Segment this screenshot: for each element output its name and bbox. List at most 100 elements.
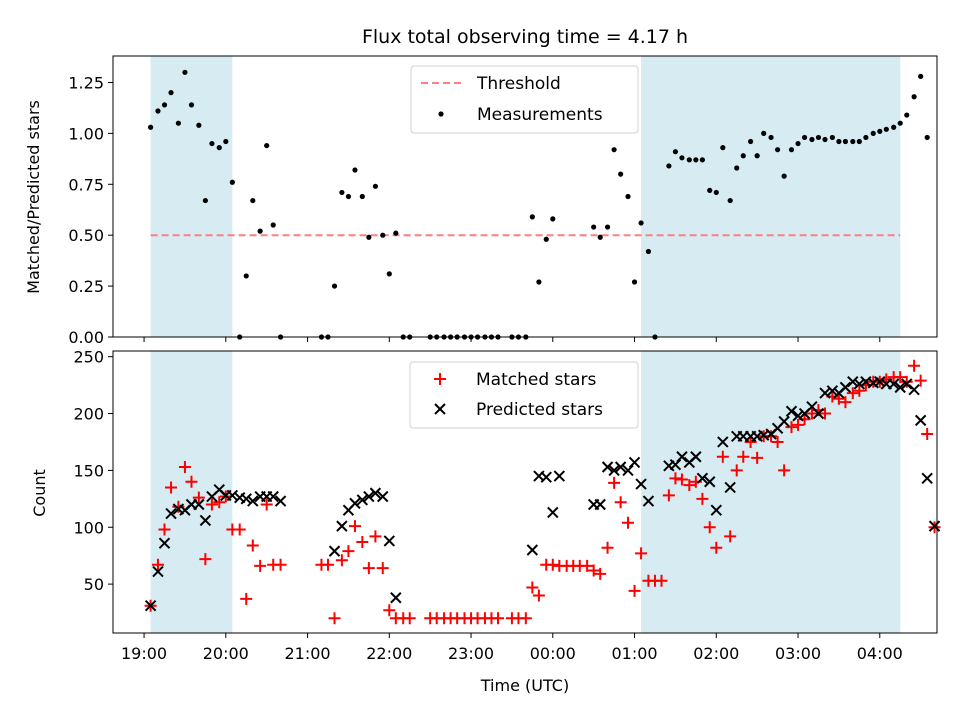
matched-star-marker — [771, 435, 784, 448]
measurement-point — [345, 193, 352, 200]
matched-star-marker — [274, 558, 287, 571]
matched-star-marker — [192, 491, 205, 504]
predicted-star-marker — [908, 383, 920, 396]
top-panel: 0.00 0.25 0.50 0.75 1.00 1.25 Matched/Predict… — [24, 55, 938, 347]
legend-threshold-label: Threshold — [476, 74, 561, 94]
measurement-point — [645, 248, 652, 255]
y-tick-label: 1.00 — [68, 124, 104, 143]
predicted-star-marker — [853, 378, 866, 390]
predicted-star-marker — [928, 520, 941, 532]
predicted-star-marker — [847, 375, 859, 388]
measurement-point — [625, 193, 631, 200]
predicted-star-marker — [614, 461, 627, 473]
matched-star-marker — [348, 520, 361, 533]
matched-star-marker — [778, 464, 791, 477]
measurement-point — [182, 69, 188, 75]
matched-star-marker — [900, 375, 913, 388]
matched-star-marker — [519, 612, 532, 625]
predicted-star-marker — [792, 410, 804, 422]
matched-star-marker — [526, 581, 539, 594]
matched-star-marker — [369, 530, 382, 543]
matched-star-marker — [765, 430, 778, 443]
top-axis-ticks: 0.00 0.25 0.50 0.75 1.00 1.25 — [68, 73, 881, 347]
predicted-star-marker — [901, 378, 913, 390]
bottom-legend: Matched stars Predicted stars — [409, 361, 639, 429]
predicted-star-marker — [894, 381, 906, 394]
measurement-point — [748, 138, 754, 145]
matched-star-marker — [655, 574, 668, 587]
predicted-star-marker — [267, 490, 279, 503]
legend-matched-swatch — [434, 373, 446, 385]
x-axis-label: Time (UTC) — [480, 676, 569, 695]
predicted-star-marker — [690, 451, 702, 463]
x-tick-label: 04:00 — [857, 644, 903, 663]
measurement-point — [815, 134, 822, 141]
top-plot-marks — [148, 69, 930, 340]
matched-star-marker — [205, 498, 218, 511]
measurement-point — [781, 173, 787, 179]
y-tick-label: 100 — [73, 518, 104, 537]
matched-star-marker — [185, 475, 198, 488]
predicted-star-marker — [669, 459, 682, 471]
matched-star-marker — [383, 604, 396, 617]
measurement-point — [842, 138, 849, 145]
matched-star-marker — [213, 496, 226, 509]
measurement-point — [543, 236, 549, 242]
x-tick-label: 22:00 — [366, 644, 412, 663]
measurement-point — [870, 130, 876, 136]
matched-star-marker — [724, 530, 737, 543]
measurement-point — [168, 90, 174, 96]
measurement-point — [699, 157, 705, 163]
bottom-plot-frame — [112, 350, 938, 634]
matched-star-marker — [151, 558, 164, 571]
measurement-point — [727, 197, 733, 204]
matched-star-marker — [846, 387, 859, 400]
bottom-shaded-intervals — [150, 351, 901, 633]
matched-star-marker — [622, 516, 634, 529]
measurement-point — [883, 126, 889, 132]
legend-matched-label: Matched stars — [476, 370, 596, 390]
bottom-axis-ticks: 50 100 150 200 250 19:00 20:00 21:00 22:00 23:00 0… — [73, 348, 902, 663]
measurement-point — [331, 283, 338, 289]
measurement-point — [366, 234, 372, 240]
matched-star-marker — [321, 558, 334, 571]
shaded-interval — [150, 351, 233, 633]
matched-star-marker — [362, 562, 375, 575]
measurement-point — [850, 138, 856, 145]
predicted-star-marker — [635, 478, 647, 490]
predicted-star-marker — [724, 481, 736, 494]
shaded-interval — [641, 56, 901, 337]
predicted-star-marker — [158, 537, 171, 549]
predicted-star-marker — [390, 592, 402, 604]
matched-star-marker — [233, 523, 246, 536]
measurement-point — [352, 167, 358, 173]
x-tick-label: 19:00 — [121, 644, 167, 663]
measurement-point — [686, 157, 692, 163]
top-plot-frame — [112, 55, 938, 338]
predicted-star-marker — [914, 414, 927, 427]
measurement-point — [196, 122, 202, 128]
measurement-point — [386, 271, 392, 277]
predicted-star-marker — [642, 495, 655, 507]
matched-star-marker — [635, 547, 648, 560]
measurement-point — [529, 214, 535, 220]
measurement-point — [788, 147, 795, 153]
measurement-point — [918, 73, 924, 79]
matched-star-marker — [792, 418, 805, 431]
top-legend: Threshold Measurements — [410, 65, 639, 134]
measurement-point — [877, 128, 883, 134]
bottom-plot-marks — [144, 359, 941, 625]
matched-star-marker — [260, 498, 273, 511]
matched-star-marker — [894, 371, 907, 384]
shaded-interval — [150, 56, 233, 337]
x-tick-label: 02:00 — [693, 644, 739, 663]
predicted-star-marker — [240, 493, 252, 505]
measurement-point — [359, 193, 365, 200]
measurement-point — [250, 197, 256, 204]
measurement-point — [904, 112, 910, 118]
predicted-star-marker — [819, 387, 831, 399]
matched-star-marker — [342, 545, 355, 558]
measurement-point — [856, 138, 862, 145]
x-tick-label: 03:00 — [775, 644, 821, 663]
matched-star-marker — [328, 612, 341, 625]
